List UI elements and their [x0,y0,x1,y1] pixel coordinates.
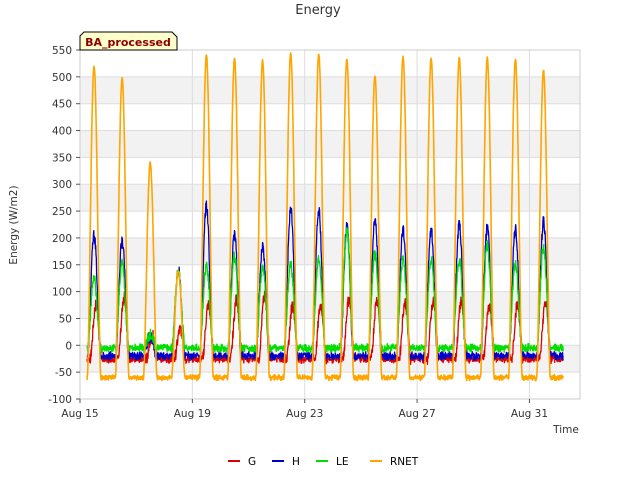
y-tick-label: 400 [52,126,72,138]
plot-frame [79,49,581,400]
y-tick-label: 250 [52,206,72,218]
x-tick-label: Aug 19 [174,408,211,420]
legend-label-le: LE [336,456,348,468]
plot-area [80,50,580,399]
plot-background [80,50,580,399]
badge-label: BA_processed [85,36,171,49]
legend-label-rnet: RNET [390,456,419,468]
y-tick-label: -50 [55,367,72,379]
axes [79,49,581,400]
y-tick-label: 150 [52,260,72,272]
y-tick-label: 100 [52,287,72,299]
chart-title: Energy [295,3,341,18]
legend: G H LE RNET [228,456,419,468]
y-tick-label: 500 [52,72,72,84]
y-axis-title: Energy (W/m2) [8,185,20,264]
y-tick-label: 50 [59,313,72,325]
y-tick-label: 200 [52,233,72,245]
x-axis-title: Time [552,424,579,436]
x-tick-label: Aug 27 [398,408,435,420]
badge-box [79,31,178,51]
plot-band [80,184,580,212]
series-line-rnet [86,52,564,382]
plot-band [80,130,580,158]
legend-label-g: G [248,456,256,468]
y-tick-label: 0 [65,340,72,352]
y-tick-label: 350 [52,152,72,164]
y-tick-label: 300 [52,179,72,191]
y-tick-label: -100 [48,394,72,406]
plot-band [80,291,580,319]
tick-labels: -100 -50 0 50 100 150 200 250 300 350 400 450 500 550… [48,45,548,420]
x-tick-label: Aug 15 [61,408,98,420]
processing-badge: BA_processed [79,31,178,51]
series-layer [86,52,564,382]
plot-band [80,237,580,265]
y-tick-label: 550 [52,45,72,57]
y-tick-label: 450 [52,99,72,111]
plot-band [80,76,580,104]
x-tick-label: Aug 23 [286,408,323,420]
legend-label-h: H [292,456,300,468]
x-tick-label: Aug 31 [511,408,548,420]
